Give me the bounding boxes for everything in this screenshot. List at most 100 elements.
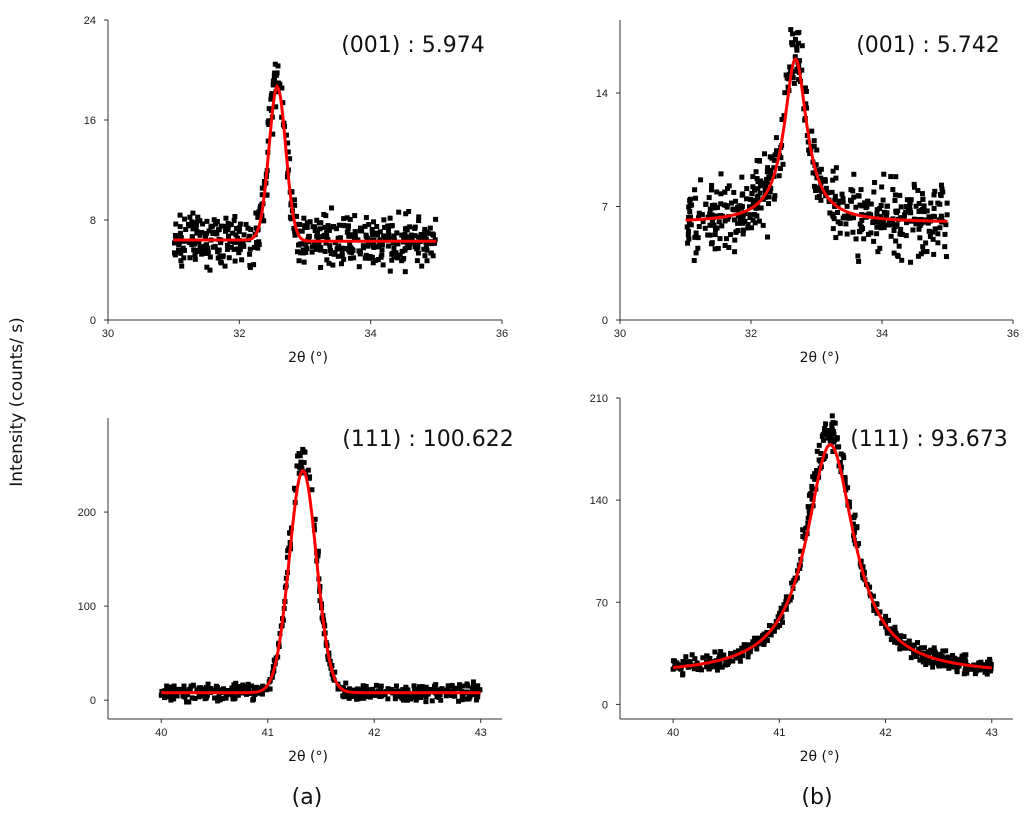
- data-point: [362, 223, 368, 229]
- x-tick-label: 40: [667, 727, 679, 739]
- data-point: [686, 236, 692, 242]
- data-point: [851, 194, 857, 200]
- data-point: [943, 222, 949, 228]
- data-point: [893, 238, 899, 244]
- data-point: [324, 257, 330, 263]
- y-tick-label: 0: [90, 315, 96, 327]
- data-point: [423, 236, 429, 242]
- data-point: [477, 687, 483, 693]
- data-point: [430, 232, 436, 238]
- data-point: [223, 215, 229, 221]
- data-point: [942, 231, 948, 237]
- data-point: [420, 687, 426, 693]
- data-point: [692, 187, 698, 193]
- data-point: [207, 254, 213, 260]
- data-point: [164, 683, 170, 689]
- data-point: [911, 181, 917, 187]
- data-point: [309, 487, 315, 493]
- data-point: [921, 645, 927, 651]
- data-point: [718, 171, 724, 177]
- data-point: [868, 201, 874, 207]
- data-point: [178, 250, 184, 256]
- data-point: [931, 251, 937, 257]
- data-point: [312, 516, 318, 522]
- data-point: [868, 230, 874, 236]
- data-point: [898, 226, 904, 232]
- data-point: [963, 652, 969, 658]
- data-point: [935, 240, 941, 246]
- data-point: [735, 207, 741, 213]
- data-point: [758, 205, 764, 211]
- data-point: [685, 232, 691, 238]
- data-point: [794, 66, 800, 72]
- data-point: [386, 231, 392, 237]
- data-point: [814, 469, 820, 475]
- data-point: [237, 221, 243, 227]
- peak-annotation: (001) : 5.974: [341, 33, 485, 58]
- data-point: [349, 687, 355, 693]
- data-point: [753, 205, 759, 211]
- data-point: [211, 217, 217, 223]
- data-point: [704, 653, 710, 659]
- data-point: [432, 683, 438, 689]
- data-point: [840, 215, 846, 221]
- data-point: [204, 218, 210, 224]
- data-point: [777, 166, 783, 172]
- data-point: [357, 695, 363, 701]
- data-point: [707, 232, 713, 238]
- data-point: [932, 226, 938, 232]
- data-point: [677, 662, 683, 668]
- data-point: [376, 244, 382, 250]
- data-point: [903, 233, 909, 239]
- data-point: [251, 244, 257, 250]
- data-point: [214, 231, 220, 237]
- data-point: [395, 693, 401, 699]
- data-point: [888, 233, 894, 239]
- data-point: [958, 658, 964, 664]
- data-point: [722, 189, 728, 195]
- data-point: [322, 248, 328, 254]
- data-point: [408, 232, 414, 238]
- data-point: [177, 224, 183, 230]
- data-point: [689, 652, 695, 658]
- data-point: [323, 240, 329, 246]
- data-point: [194, 221, 200, 227]
- data-point: [205, 245, 211, 251]
- data-point: [402, 269, 408, 275]
- data-point: [924, 208, 930, 214]
- data-point: [247, 264, 253, 270]
- data-point: [325, 223, 331, 229]
- data-point: [831, 431, 837, 437]
- data-point: [394, 230, 400, 236]
- data-point: [908, 655, 914, 661]
- data-point: [855, 253, 861, 259]
- data-point: [917, 222, 923, 228]
- data-point: [890, 187, 896, 193]
- data-point: [929, 650, 935, 656]
- data-point: [368, 687, 374, 693]
- data-point: [760, 222, 766, 228]
- data-point: [725, 216, 731, 222]
- data-point: [931, 192, 937, 198]
- data-point: [340, 693, 346, 699]
- data-point: [936, 662, 942, 668]
- data-point: [915, 187, 921, 193]
- data-point: [171, 683, 177, 689]
- data-point: [191, 241, 197, 247]
- data-point: [840, 452, 846, 458]
- data-point: [899, 257, 905, 263]
- data-point: [375, 688, 381, 694]
- data-point: [830, 419, 836, 425]
- data-point: [235, 226, 241, 232]
- data-point: [920, 659, 926, 665]
- data-point: [714, 660, 720, 666]
- y-tick-label: 24: [84, 15, 96, 27]
- data-point: [196, 218, 202, 224]
- data-point: [911, 649, 917, 655]
- data-point: [892, 624, 898, 630]
- data-point: [848, 198, 854, 204]
- data-point: [297, 222, 303, 228]
- data-point: [928, 660, 934, 666]
- data-point: [385, 686, 391, 692]
- data-point: [397, 252, 403, 258]
